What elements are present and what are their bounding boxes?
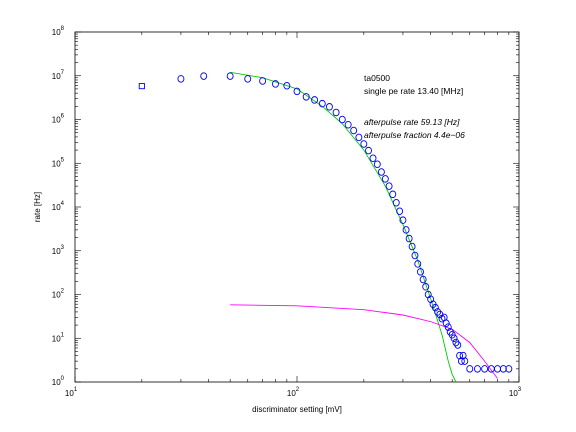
data-point-circle (396, 207, 404, 215)
data-point-circle (244, 75, 252, 83)
annotation-run-name: ta0500 (364, 73, 390, 83)
axis-ticks (74, 31, 520, 383)
annotation-afterpulse-fraction: afterpulse fraction 4.4e−06 (364, 130, 465, 140)
data-point-circle (381, 175, 389, 183)
data-point-circle (405, 234, 413, 243)
data-markers (138, 72, 513, 373)
data-point-circle (389, 190, 397, 199)
x-axis-label: discriminator setting [mV] (252, 405, 342, 414)
data-point-circle (417, 268, 424, 276)
data-point-circle (177, 75, 185, 83)
data-point-circle (474, 365, 481, 373)
data-point-circle (456, 351, 464, 360)
data-point-circle (450, 334, 458, 343)
data-point-circle (302, 93, 310, 101)
data-point-circle (365, 146, 372, 155)
data-point-circle (226, 72, 234, 80)
y-tick-label: 105 (52, 157, 65, 168)
data-point-circle (200, 72, 208, 80)
annotation-afterpulse-rate: afterpulse rate 59.13 [Hz] (364, 117, 460, 127)
data-point-circle (318, 99, 326, 108)
annotation-single-pe-rate: single pe rate 13.40 [MHz] (364, 86, 463, 96)
data-point-circle (293, 87, 301, 96)
data-point-circle (505, 365, 513, 373)
y-tick-label: 101 (52, 332, 65, 343)
y-tick-label: 100 (52, 376, 65, 387)
data-point-circle (414, 260, 422, 268)
x-tick-label: 101 (65, 387, 78, 398)
data-point-circle (402, 226, 410, 234)
data-point-circle (499, 365, 507, 373)
y-axis-label: rate [Hz] (33, 192, 42, 222)
data-point-circle (422, 283, 430, 291)
data-point-circle (444, 323, 452, 331)
data-point-circle (369, 154, 377, 163)
data-point-circle (311, 96, 319, 104)
data-point-circle (431, 303, 439, 312)
annotations: ta0500 single pe rate 13.40 [MHz] afterp… (364, 73, 465, 140)
data-point-circle (283, 82, 291, 90)
data-point-circle (325, 103, 333, 111)
x-tick-label: 103 (509, 387, 522, 398)
data-point-circle (461, 357, 469, 365)
x-tick-label: 102 (287, 387, 300, 398)
data-point-circle (442, 319, 450, 328)
data-point-circle (338, 115, 346, 124)
data-point-circle (377, 168, 385, 176)
data-point-circle (411, 251, 419, 260)
data-point-circle (459, 351, 467, 360)
data-point-circle (259, 77, 267, 85)
data-point-circle (454, 341, 462, 349)
data-point-circle (332, 108, 340, 117)
y-tick-label: 107 (52, 70, 65, 81)
y-tick-label: 104 (52, 201, 65, 212)
data-point-circle (392, 199, 400, 207)
data-point-circle (350, 126, 358, 135)
data-point-circle (385, 182, 393, 190)
y-tick-label: 103 (52, 245, 65, 256)
series-line-3 (230, 304, 498, 379)
data-point-circle (466, 365, 474, 373)
data-point-circle (452, 338, 460, 347)
y-tick-label: 102 (52, 289, 65, 300)
data-point-circle (360, 140, 368, 148)
data-point-circle (355, 133, 363, 142)
data-point-circle (457, 357, 465, 365)
y-tick-label: 108 (52, 26, 65, 37)
data-point-circle (344, 120, 352, 129)
data-point-circle (481, 365, 489, 373)
y-tick-label: 106 (52, 114, 65, 125)
data-point-circle (399, 216, 407, 224)
data-point-square (138, 83, 145, 90)
data-point-circle (419, 275, 427, 284)
data-point-circle (272, 80, 279, 88)
data-point-circle (434, 308, 442, 316)
data-point-circle (373, 160, 381, 168)
data-point-circle (408, 242, 416, 251)
